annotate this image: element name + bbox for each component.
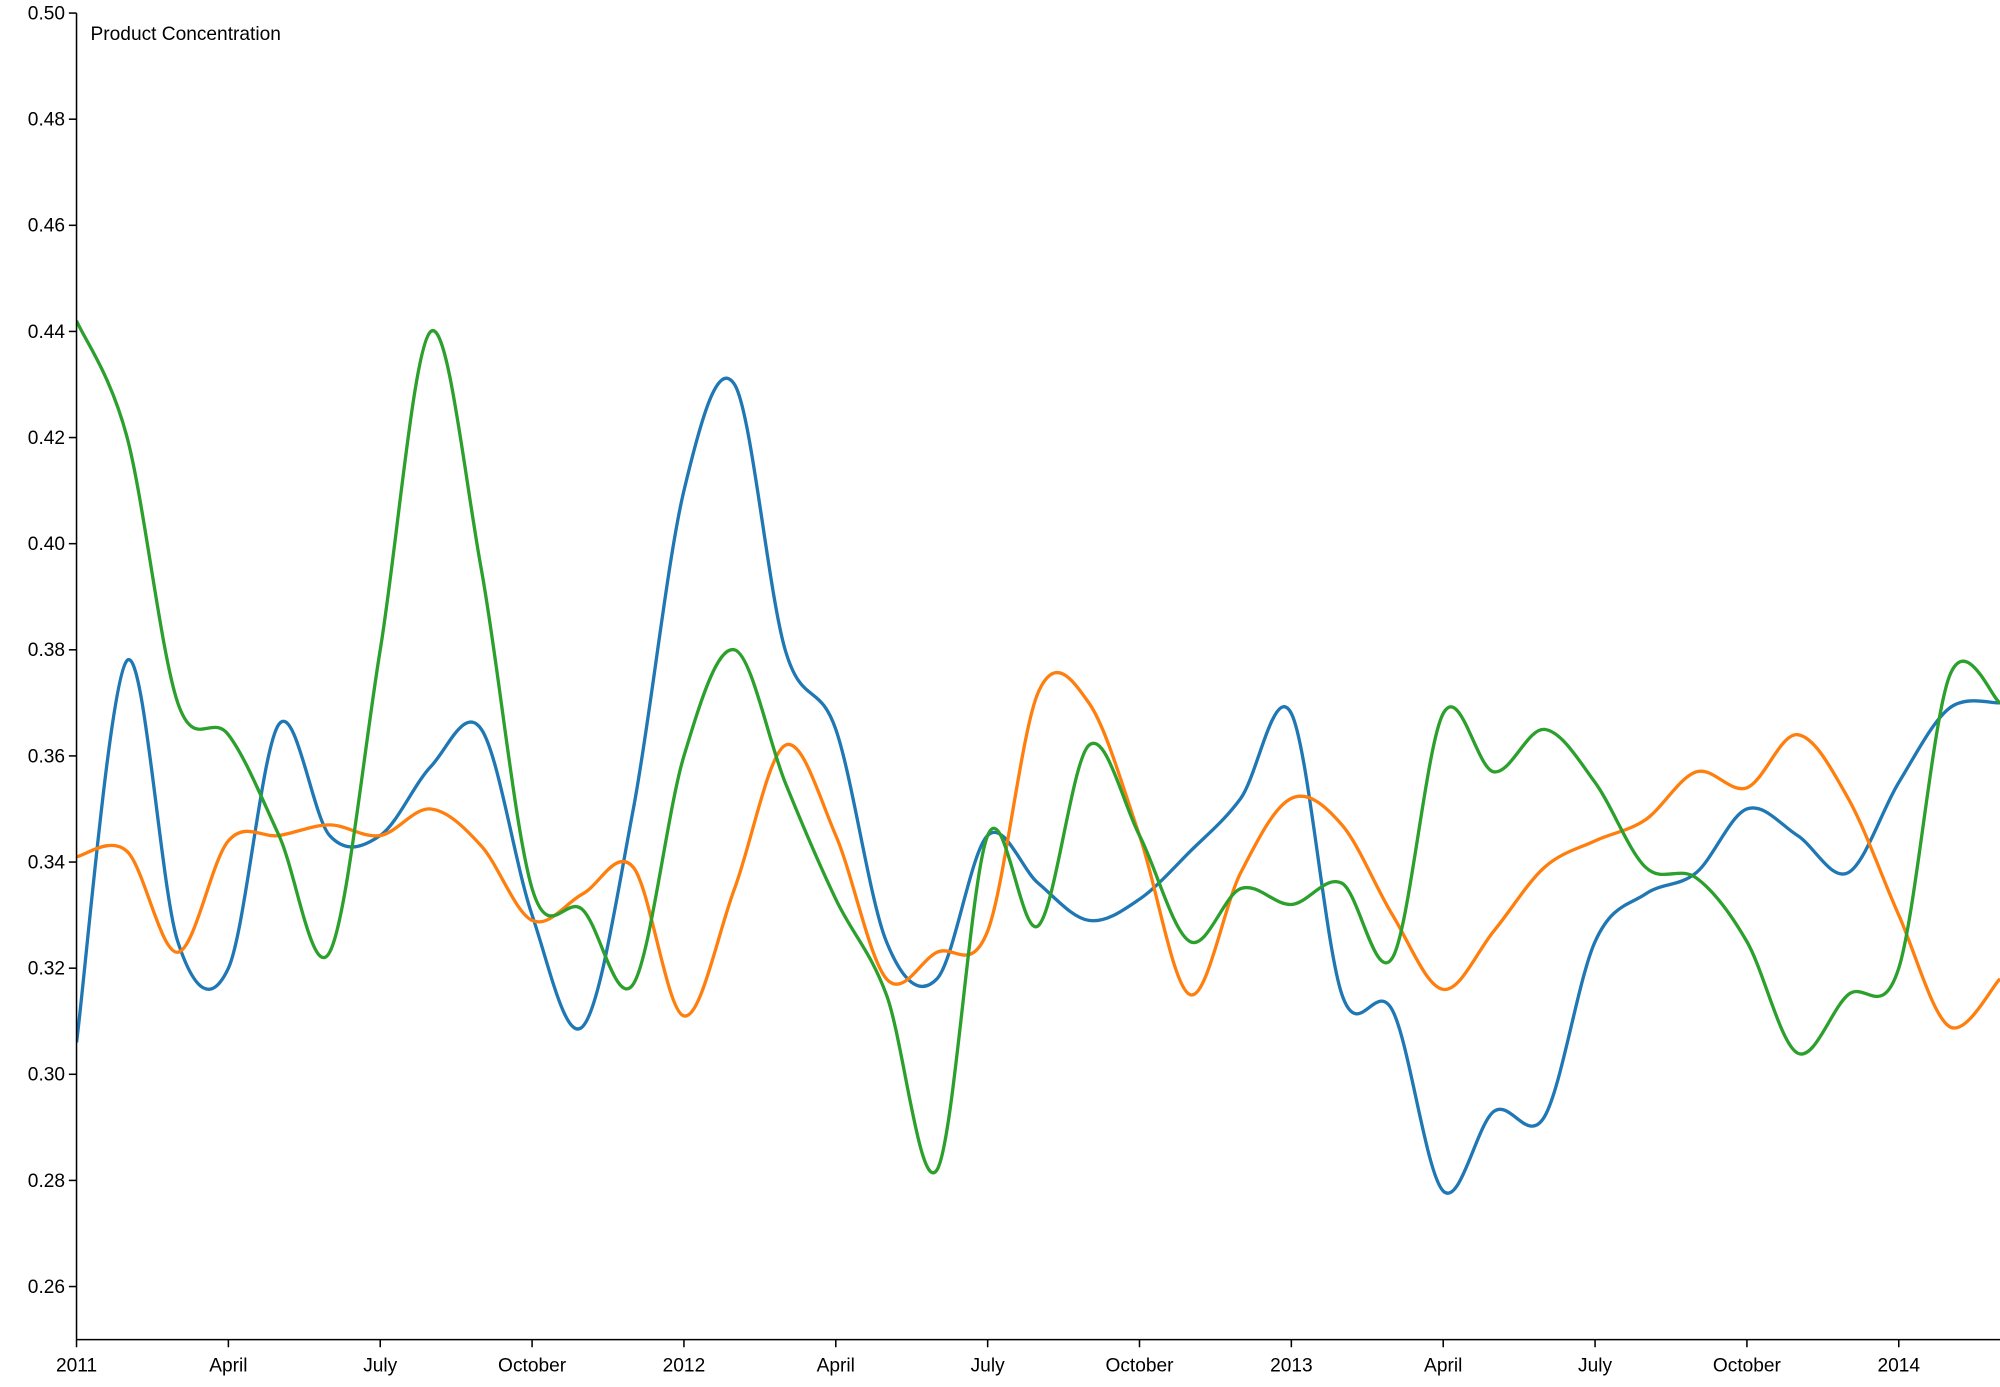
series-line: [76, 376, 2000, 1195]
x-tick-label: April: [1424, 1355, 1462, 1376]
x-tick-label: October: [1105, 1355, 1174, 1376]
x-tick-label: 2013: [1270, 1355, 1313, 1376]
y-tick-label: 0.26: [28, 1277, 65, 1298]
y-tick-label: 0.38: [28, 640, 65, 661]
y-tick-label: 0.40: [28, 534, 65, 555]
x-tick-label: July: [363, 1355, 397, 1376]
x-tick-label: 2012: [663, 1355, 706, 1376]
series-line: [76, 320, 2000, 1175]
x-tick-label: October: [1713, 1355, 1782, 1376]
series-line: [76, 670, 2000, 1030]
x-tick-label: October: [498, 1355, 567, 1376]
y-tick-label: 0.46: [28, 216, 65, 237]
y-tick-label: 0.42: [28, 428, 65, 449]
x-tick-label: 2011: [56, 1355, 97, 1376]
y-tick-label: 0.50: [28, 3, 65, 24]
x-tick-label: July: [1578, 1355, 1612, 1376]
y-tick-label: 0.30: [28, 1065, 65, 1086]
y-tick-label: 0.34: [28, 852, 66, 873]
x-tick-label: April: [209, 1355, 247, 1376]
x-tick-label: April: [817, 1355, 855, 1376]
y-axis-label: Product Concentration: [91, 24, 281, 45]
x-tick-label: July: [971, 1355, 1005, 1376]
y-tick-label: 0.28: [28, 1171, 65, 1192]
y-tick-label: 0.48: [28, 110, 65, 131]
y-tick-label: 0.44: [28, 322, 66, 343]
y-tick-label: 0.32: [28, 959, 65, 980]
x-tick-label: 2014: [1877, 1355, 1920, 1376]
plot-area: [76, 320, 2000, 1195]
y-tick-label: 0.36: [28, 746, 65, 767]
